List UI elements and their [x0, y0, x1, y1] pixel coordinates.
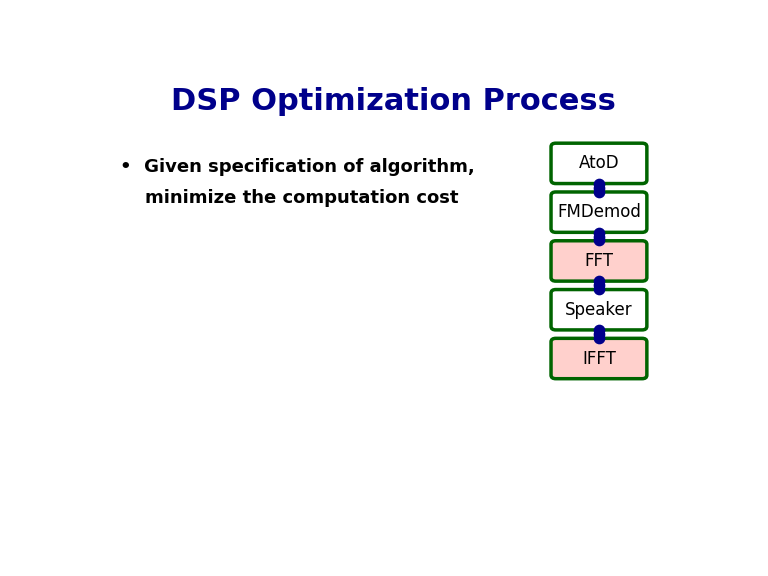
Text: FFT: FFT — [584, 252, 614, 270]
FancyBboxPatch shape — [551, 241, 647, 281]
Text: minimize the computation cost: minimize the computation cost — [120, 189, 458, 207]
Text: FMDemod: FMDemod — [557, 203, 641, 221]
Point — [593, 325, 605, 335]
Point — [593, 329, 605, 339]
Point — [593, 334, 605, 343]
Point — [593, 232, 605, 241]
Text: AtoD: AtoD — [578, 154, 619, 172]
Point — [593, 179, 605, 188]
Text: IFFT: IFFT — [582, 350, 616, 367]
Point — [593, 183, 605, 192]
Point — [593, 236, 605, 245]
Point — [593, 281, 605, 290]
Point — [593, 228, 605, 237]
Text: Speaker: Speaker — [565, 301, 633, 319]
FancyBboxPatch shape — [551, 143, 647, 184]
Point — [593, 277, 605, 286]
Text: •  Given specification of algorithm,: • Given specification of algorithm, — [120, 158, 475, 176]
FancyBboxPatch shape — [551, 192, 647, 232]
Point — [593, 187, 605, 196]
FancyBboxPatch shape — [551, 338, 647, 378]
FancyBboxPatch shape — [551, 290, 647, 330]
Point — [593, 285, 605, 294]
Text: DSP Optimization Process: DSP Optimization Process — [171, 87, 616, 116]
